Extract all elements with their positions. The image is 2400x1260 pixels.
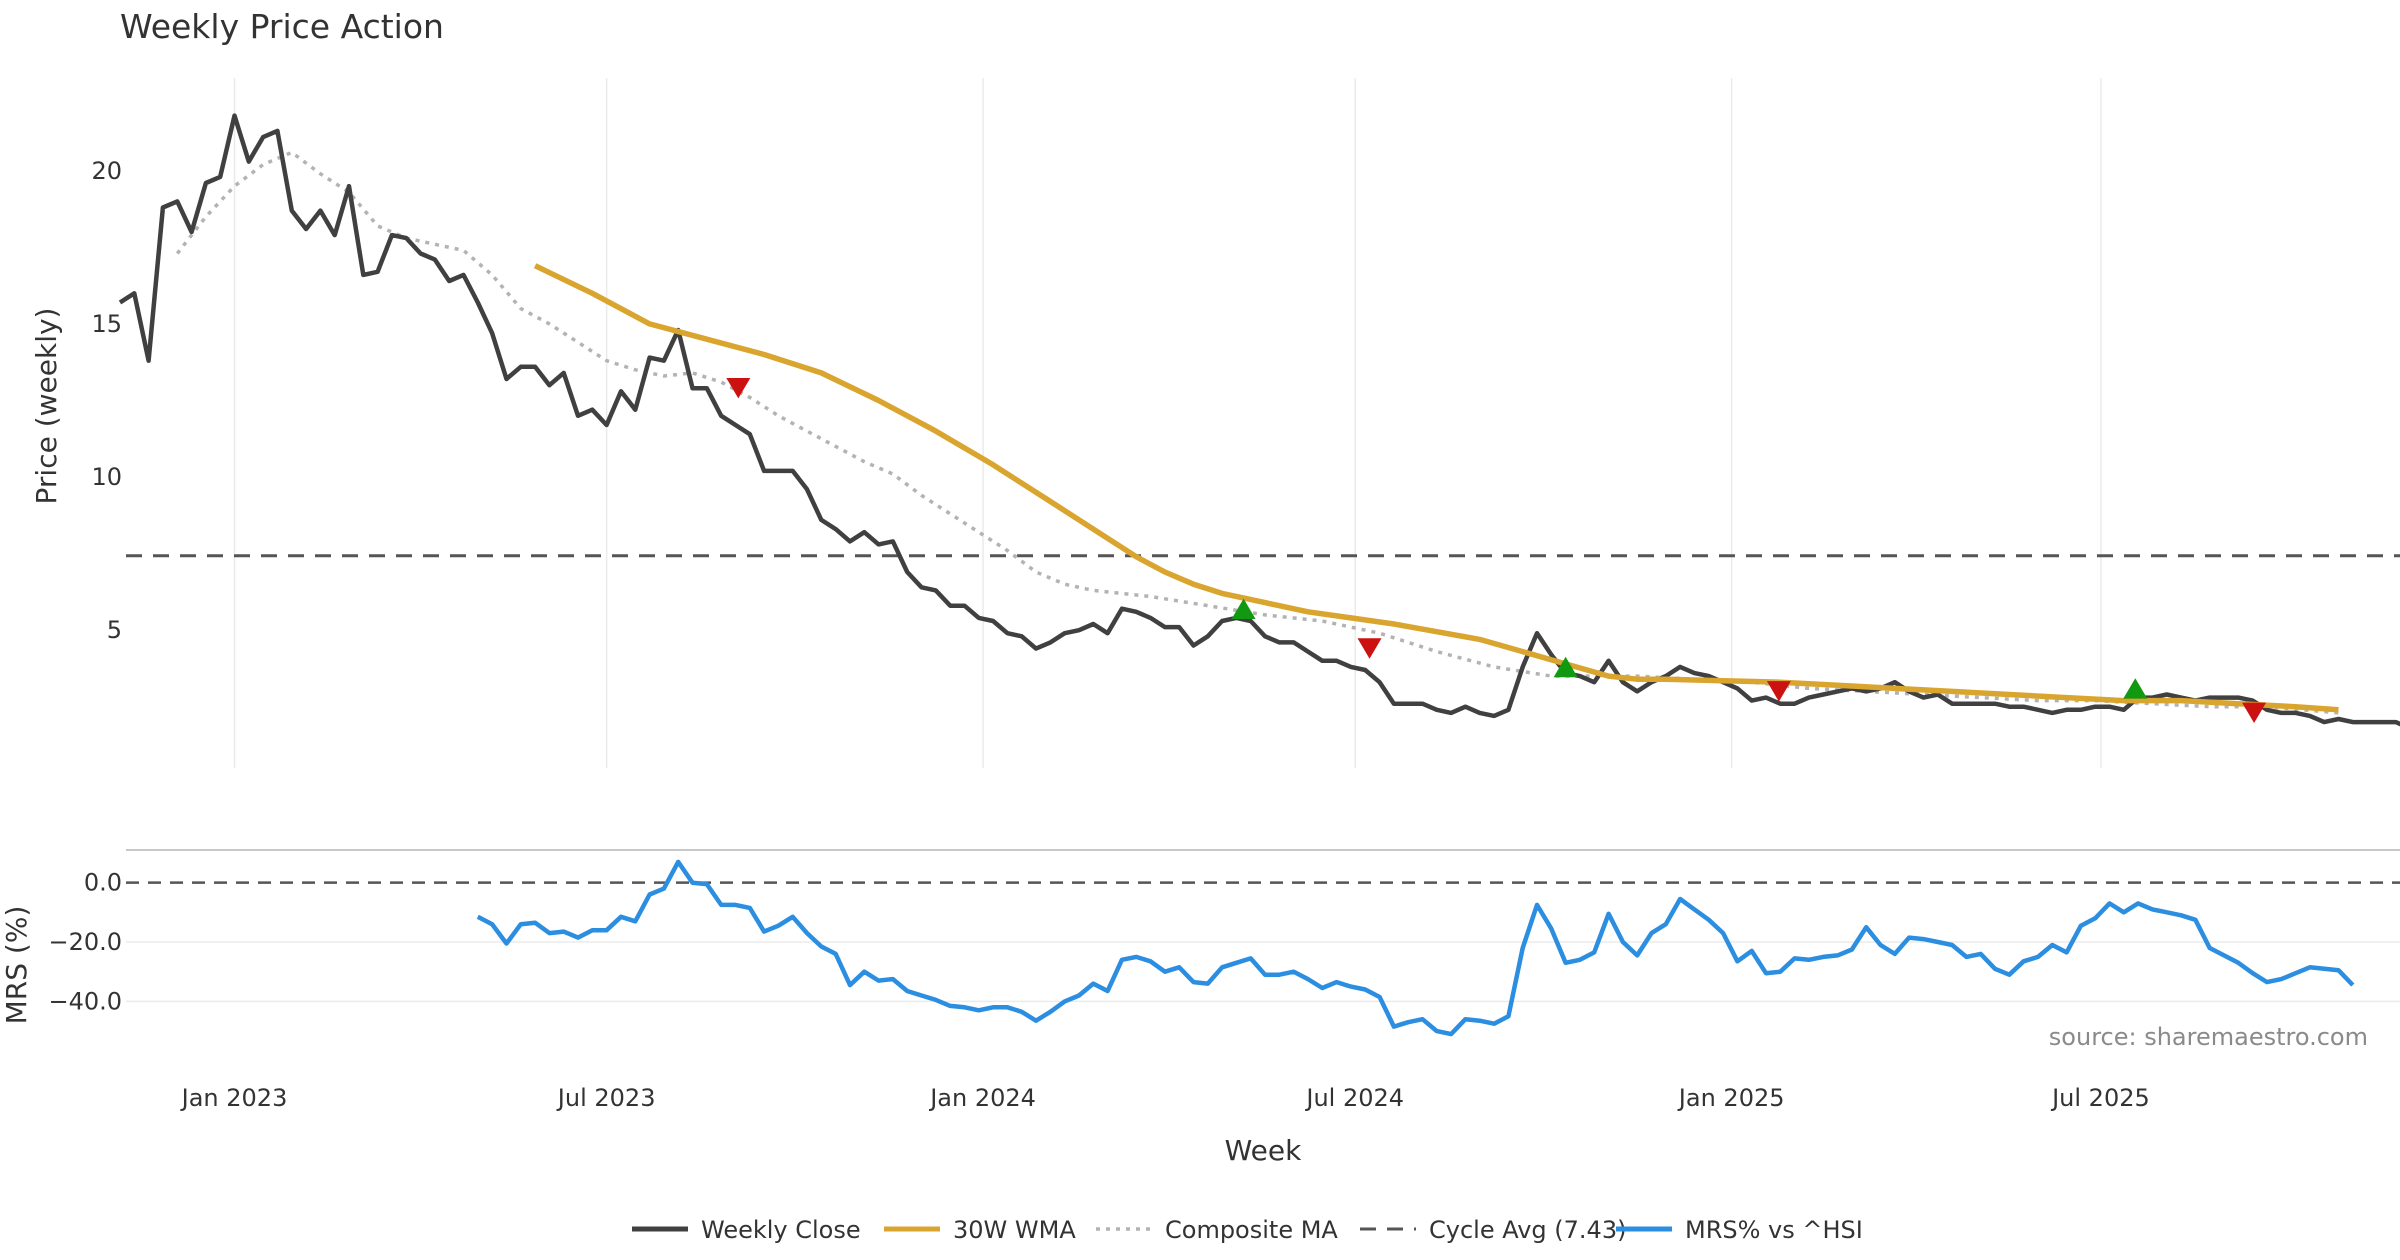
mrs-y-tick-label: −40.0	[48, 987, 122, 1015]
price-y-tick-label: 10	[91, 463, 122, 491]
legend-item: MRS% vs ^HSI	[1616, 1216, 1863, 1244]
legend-item: Weekly Close	[632, 1216, 861, 1244]
price-y-ticks: 5 10 15 20	[91, 157, 122, 644]
legend-label: Weekly Close	[701, 1216, 861, 1244]
legend-label: MRS% vs ^HSI	[1685, 1216, 1863, 1244]
sell-signal-marker	[726, 377, 751, 399]
signal-markers	[726, 377, 2267, 724]
price-y-tick-label: 5	[107, 616, 122, 644]
legend-item: Cycle Avg (7.43)	[1360, 1216, 1626, 1244]
buy-signal-marker	[1231, 598, 1256, 619]
sell-signal-marker	[1357, 638, 1382, 659]
mrs-y-tick-label: −20.0	[48, 928, 122, 956]
legend-item: Composite MA	[1096, 1216, 1338, 1244]
mrs-line	[476, 859, 2355, 1037]
buy-signal-marker	[2123, 678, 2148, 699]
mrs-series	[476, 859, 2355, 1037]
source-note: source: sharemaestro.com	[2049, 1023, 2368, 1051]
mrs-y-axis-label: MRS (%)	[0, 906, 33, 1025]
mrs-y-ticks: 0.0 −20.0 −40.0	[48, 869, 122, 1016]
mrs-gridlines	[126, 881, 2400, 1003]
chart-title: Weekly Price Action	[120, 7, 444, 46]
mrs-y-tick-label: 0.0	[84, 869, 122, 897]
x-tick-label: Jan 2024	[928, 1084, 1036, 1112]
wma-30w-line	[533, 263, 2339, 713]
composite-ma-line	[175, 150, 2339, 715]
x-tick-label: Jan 2025	[1677, 1084, 1785, 1112]
x-tick-label: Jul 2024	[1304, 1084, 1404, 1112]
price-y-tick-label: 20	[91, 157, 122, 185]
price-y-tick-label: 15	[91, 310, 122, 338]
price-series	[118, 113, 2400, 727]
x-tick-label: Jan 2023	[180, 1084, 288, 1112]
legend-label: Cycle Avg (7.43)	[1429, 1216, 1626, 1244]
price-gridlines	[233, 78, 2102, 768]
price-panel: 5 10 15 20 Price (weekly)	[30, 78, 2400, 768]
x-axis-label: Week	[1225, 1134, 1302, 1167]
buy-signal-marker	[1553, 656, 1578, 678]
weekly-close-line	[118, 113, 2400, 727]
legend: Weekly Close 30W WMA Composite MA Cycle Avg…	[632, 1216, 1863, 1244]
x-tick-label: Jul 2025	[2050, 1084, 2150, 1112]
price-y-axis-label: Price (weekly)	[30, 308, 63, 505]
x-axis-ticks: Jan 2023 Jul 2023 Jan 2024 Jul 2024 Jan 2025…	[180, 1084, 2150, 1112]
mrs-panel: 0.0 −20.0 −40.0 MRS (%) source: sharemaest…	[0, 849, 2400, 1051]
legend-label: Composite MA	[1165, 1216, 1338, 1244]
legend-label: 30W WMA	[953, 1216, 1076, 1244]
sell-signal-marker	[2242, 702, 2267, 724]
legend-item: 30W WMA	[884, 1216, 1076, 1244]
sell-signal-marker	[1766, 681, 1791, 702]
x-tick-label: Jul 2023	[556, 1084, 656, 1112]
